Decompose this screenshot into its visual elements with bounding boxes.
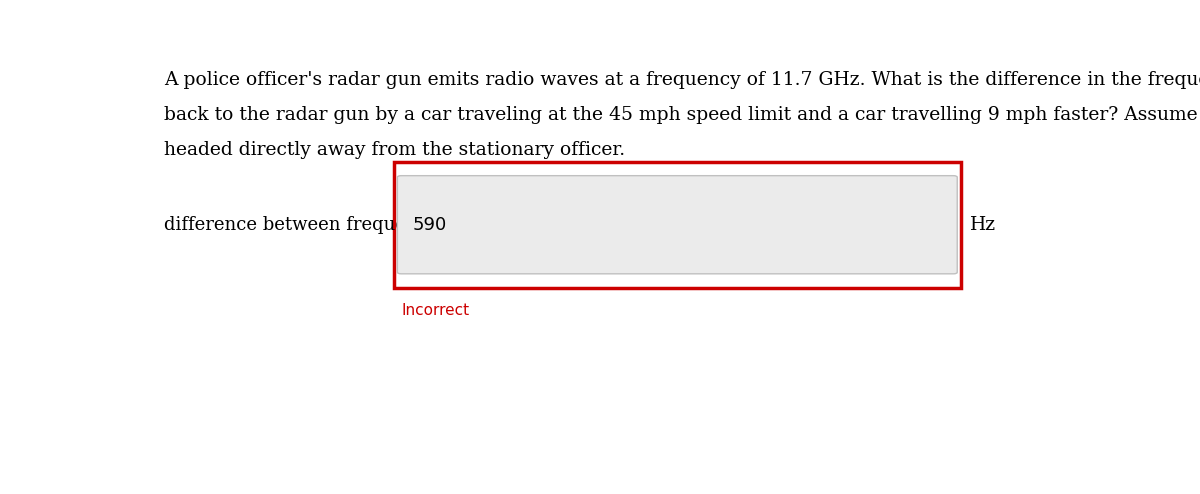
- Text: difference between frequencies:: difference between frequencies:: [164, 216, 460, 234]
- Text: Hz: Hz: [971, 216, 996, 234]
- Text: Incorrect: Incorrect: [401, 303, 469, 318]
- Text: A police officer's radar gun emits radio waves at a frequency of 11.7 GHz. What : A police officer's radar gun emits radio…: [164, 71, 1200, 89]
- FancyBboxPatch shape: [397, 176, 958, 274]
- Text: 590: 590: [413, 216, 446, 234]
- Text: headed directly away from the stationary officer.: headed directly away from the stationary…: [164, 141, 625, 160]
- FancyBboxPatch shape: [394, 162, 961, 288]
- Text: back to the radar gun by a car traveling at the 45 mph speed limit and a car tra: back to the radar gun by a car traveling…: [164, 106, 1200, 124]
